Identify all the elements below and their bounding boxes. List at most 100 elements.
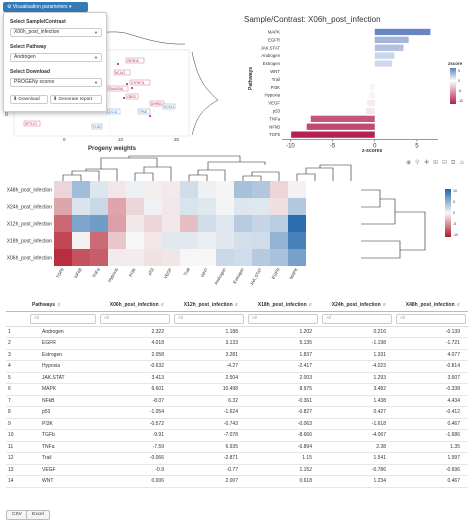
heatmap-cell[interactable] <box>252 232 270 249</box>
zoom-in-icon[interactable]: ⊞ <box>433 159 438 166</box>
heatmap-cell[interactable] <box>90 181 108 198</box>
heatmap-cell[interactable] <box>180 198 198 215</box>
heatmap-cell[interactable] <box>252 249 270 266</box>
heatmap-cell[interactable] <box>126 181 144 198</box>
heatmap-cell[interactable] <box>144 198 162 215</box>
table-row[interactable]: 8 p53 -1.054 -1.624 -0.827 0.427 -0.412 <box>6 406 468 419</box>
filter-input[interactable]: All <box>100 313 170 324</box>
heatmap-cell[interactable] <box>234 198 252 215</box>
heatmap-cell[interactable] <box>126 215 144 232</box>
heatmap-cell[interactable] <box>252 198 270 215</box>
sample-select[interactable]: X06h_post_infection ▼ <box>10 28 102 37</box>
download-button[interactable]: ⬇ Download <box>10 95 48 104</box>
filter-input[interactable]: All <box>30 313 96 324</box>
heatmap-cell[interactable] <box>72 249 90 266</box>
heatmap-cell[interactable] <box>144 232 162 249</box>
heatmap-cell[interactable] <box>288 198 306 215</box>
filter-input[interactable]: All <box>174 313 244 324</box>
column-header[interactable]: X24h_post_infection ⇵ <box>320 300 394 312</box>
heatmap-cell[interactable] <box>54 249 72 266</box>
heatmap-cell[interactable] <box>54 232 72 249</box>
table-row[interactable]: 10 TGFb -9.91 -7.078 -8.666 -4.067 -1.686 <box>6 429 468 442</box>
table-row[interactable]: 14 WNT 0.006 2.007 0.618 1.234 0.467 <box>6 475 468 488</box>
heatmap-cell[interactable] <box>72 198 90 215</box>
heatmap-cell[interactable] <box>144 181 162 198</box>
heatmap-cell[interactable] <box>198 198 216 215</box>
excel-export-button[interactable]: Excel <box>26 510 50 520</box>
pathway-select[interactable]: Androgen ▼ <box>10 53 102 62</box>
heatmap-cell[interactable] <box>216 249 234 266</box>
table-row[interactable]: 12 Trail -0.066 -2.871 1.15 1.541 1.997 <box>6 452 468 465</box>
heatmap-cell[interactable] <box>72 181 90 198</box>
heatmap-cell[interactable] <box>270 215 288 232</box>
heatmap-cell[interactable] <box>108 215 126 232</box>
heatmap-cell[interactable] <box>126 198 144 215</box>
heatmap-cell[interactable] <box>72 232 90 249</box>
heatmap-cell[interactable] <box>54 198 72 215</box>
heatmap-cell[interactable] <box>216 198 234 215</box>
table-row[interactable]: 4 Hypoxia -0.632 -4.27 -2.417 -4.023 -0.814 <box>6 360 468 373</box>
table-row[interactable]: 1 Androgen 2.322 1.188 1.202 0.216 -0.139 <box>6 326 468 338</box>
heatmap-cell[interactable] <box>180 232 198 249</box>
heatmap-cell[interactable] <box>162 249 180 266</box>
heatmap-cell[interactable] <box>270 181 288 198</box>
heatmap-cell[interactable] <box>234 249 252 266</box>
heatmap-cell[interactable] <box>126 249 144 266</box>
camera-icon[interactable]: ◉ <box>406 159 411 166</box>
heatmap-cell[interactable] <box>180 215 198 232</box>
heatmap-cell[interactable] <box>108 198 126 215</box>
heatmap-cell[interactable] <box>126 232 144 249</box>
filter-input[interactable]: All <box>396 313 466 324</box>
autoscale-icon[interactable]: ⧉ <box>451 159 456 166</box>
heatmap-cell[interactable] <box>90 215 108 232</box>
table-row[interactable]: 3 Estrogen 2.058 3.281 1.837 1.331 4.077 <box>6 349 468 361</box>
heatmap-cell[interactable] <box>162 181 180 198</box>
csv-export-button[interactable]: CSV <box>6 510 28 520</box>
column-header[interactable]: Pathways ⇵ <box>28 300 98 312</box>
table-row[interactable]: 9 PI3K -0.572 -0.743 -0.063 -1.618 0.467 <box>6 418 468 430</box>
heatmap-cell[interactable] <box>198 181 216 198</box>
heatmap-cell[interactable] <box>198 249 216 266</box>
download-select[interactable]: PROGENy scores ▼ <box>10 78 102 87</box>
heatmap-cell[interactable] <box>54 181 72 198</box>
heatmap-cell[interactable] <box>252 181 270 198</box>
heatmap-cell[interactable] <box>288 181 306 198</box>
heatmap-cell[interactable] <box>252 215 270 232</box>
heatmap-cell[interactable] <box>288 249 306 266</box>
heatmap-cell[interactable] <box>288 215 306 232</box>
heatmap-cell[interactable] <box>90 249 108 266</box>
column-header[interactable]: X18h_post_infection ⇵ <box>246 300 320 312</box>
table-row[interactable]: 7 NFkB -8.07 6.32 -0.361 1.438 4.434 <box>6 395 468 407</box>
table-row[interactable]: 13 VEGF -0.9 -0.77 1.152 -0.786 -0.696 <box>6 464 468 476</box>
heatmap-cell[interactable] <box>108 249 126 266</box>
pan-icon[interactable]: ✚ <box>424 159 429 166</box>
generate-report-button[interactable]: ⬇ Generate report <box>50 95 102 104</box>
heatmap-cell[interactable] <box>180 249 198 266</box>
heatmap-cell[interactable] <box>108 181 126 198</box>
zoom-out-icon[interactable]: ⊟ <box>442 159 447 166</box>
heatmap-cell[interactable] <box>216 232 234 249</box>
zoom-icon[interactable]: ⚲ <box>415 159 419 166</box>
heatmap-cell[interactable] <box>234 181 252 198</box>
heatmap-cell[interactable] <box>108 232 126 249</box>
heatmap-cell[interactable] <box>270 232 288 249</box>
heatmap-cell[interactable] <box>234 232 252 249</box>
heatmap-cell[interactable] <box>72 215 90 232</box>
heatmap-cell[interactable] <box>288 232 306 249</box>
filter-input[interactable]: All <box>322 313 392 324</box>
table-row[interactable]: 11 TNFa -7.59 6.935 -6.894 2.38 1.35 <box>6 441 468 453</box>
heatmap-cell[interactable] <box>198 232 216 249</box>
heatmap-cell[interactable] <box>270 249 288 266</box>
heatmap-cell[interactable] <box>162 215 180 232</box>
heatmap-cell[interactable] <box>270 198 288 215</box>
heatmap-cell[interactable] <box>90 232 108 249</box>
column-header[interactable]: X12h_post_infection ⇵ <box>172 300 246 312</box>
home-icon[interactable]: ⌂ <box>460 159 464 166</box>
heatmap-cell[interactable] <box>234 215 252 232</box>
column-header[interactable]: X06h_post_infection ⇵ <box>98 300 172 312</box>
heatmap-cell[interactable] <box>180 181 198 198</box>
heatmap-cell[interactable] <box>216 181 234 198</box>
heatmap-cell[interactable] <box>144 249 162 266</box>
heatmap-cell[interactable] <box>162 198 180 215</box>
visualisation-parameters-button[interactable]: ⚙ Visualisation parameters ▾ <box>3 2 88 12</box>
